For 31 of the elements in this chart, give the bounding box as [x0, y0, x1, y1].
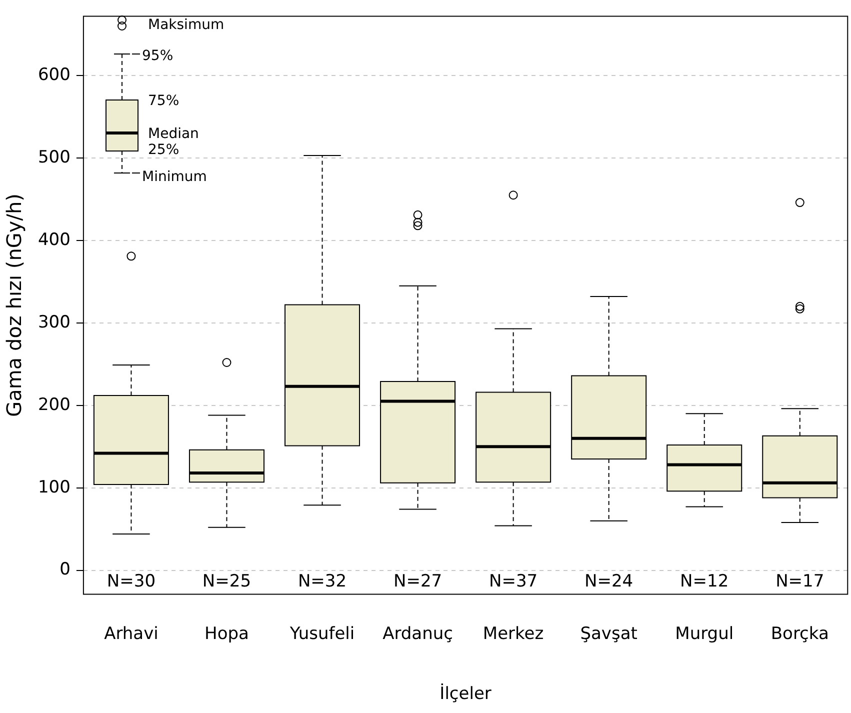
x-tick-label: Şavşat	[580, 624, 638, 644]
y-axis-title: Gama doz hızı (nGy/h)	[2, 194, 26, 417]
annotation: N=25	[202, 572, 252, 592]
annotation: Minimum	[142, 168, 207, 185]
annotation: N=24	[584, 572, 634, 592]
x-tick-label: Hopa	[204, 624, 249, 644]
annotation: N=32	[298, 572, 347, 592]
x-axis-title: İlçeler	[440, 683, 492, 704]
y-tick-label: 200	[38, 394, 70, 415]
annotation: Median	[148, 126, 199, 142]
annotation: 75%	[148, 92, 180, 109]
x-tick-label: Ardanuç	[382, 624, 453, 644]
x-tick-label: Murgul	[675, 624, 734, 644]
annotation: N=27	[393, 572, 442, 592]
annotation: N=17	[776, 572, 824, 592]
x-tick-label: Arhavi	[104, 624, 158, 644]
x-tick-label: Yusufeli	[288, 624, 355, 644]
x-tick-label: Borçka	[770, 624, 829, 644]
y-tick-label: 500	[38, 147, 70, 168]
y-tick-label: 300	[38, 312, 70, 332]
y-tick-label: 100	[38, 477, 70, 498]
y-tick-label: 600	[38, 64, 70, 85]
annotation: N=12	[680, 572, 729, 592]
y-tick-label: 0	[60, 560, 70, 580]
annotation: N=30	[106, 572, 156, 592]
annotation: 25%	[148, 142, 180, 158]
y-tick-label: 400	[38, 230, 70, 250]
x-tick-label: Merkez	[482, 624, 544, 644]
annotation: 95%	[142, 48, 174, 64]
annotation: Maksimum	[148, 16, 224, 33]
annotation: N=37	[489, 572, 538, 592]
